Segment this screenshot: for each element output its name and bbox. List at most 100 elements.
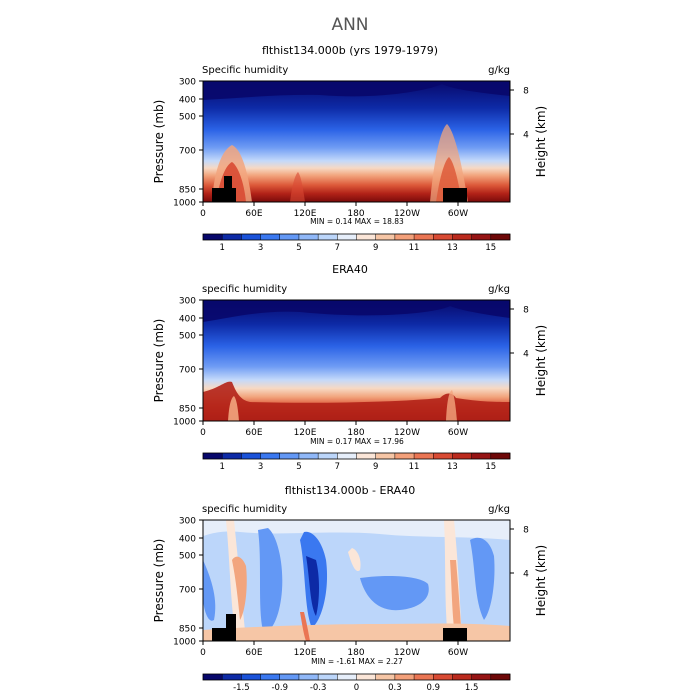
colorbar-label: 13 [447,462,458,472]
y-axis-title: Pressure (mb) [152,319,166,403]
colorbar-label: 9 [373,243,378,253]
y-axis-title: Pressure (mb) [152,100,166,184]
y2-tick-label: 8 [523,526,529,536]
y-tick-label: 500 [179,113,196,123]
y2-axis-title: Height (km) [534,545,548,616]
figure-title: ANN [331,15,368,35]
colorbar-swatch [260,674,281,680]
colorbar-swatch [222,453,242,459]
y-tick-label: 400 [179,315,196,325]
colorbar-swatch [490,674,511,680]
y-tick-label: 1000 [173,418,196,428]
x-tick-label: 60W [448,209,468,219]
colorbar-swatch [394,674,415,680]
colorbar-swatch [394,234,415,240]
colorbar-label: 5 [296,462,301,472]
colorbar-swatch [279,453,300,459]
colorbar-swatch [356,234,376,240]
y2-tick-label: 4 [523,570,529,580]
colorbar-swatch [414,674,434,680]
colorbar-swatch [260,453,281,459]
y-tick-label: 700 [179,366,196,376]
colorbar-swatch [337,674,357,680]
x-tick-label: 0 [200,648,206,658]
field-label: specific humidity [202,504,287,515]
y2-tick-label: 8 [523,306,529,316]
x-tick-label: 60E [245,428,262,438]
colorbar-label: -0.3 [310,683,327,693]
colorbar-swatch [260,234,281,240]
colorbar-label: 5 [296,243,301,253]
min-max-stats: MIN = 0.17 MAX = 17.96 [310,437,404,446]
x-tick-label: 180 [347,209,364,219]
y-tick-label: 700 [179,147,196,157]
colorbar-swatch [490,234,511,240]
x-tick-label: 120E [294,209,317,219]
colorbar-label: 1.5 [465,683,479,693]
colorbar-swatch [203,234,223,240]
colorbar-swatch [433,234,453,240]
colorbar-swatch [375,453,396,459]
colorbar-label: 3 [258,462,263,472]
contour-field [203,81,510,202]
y-tick-label: 700 [179,586,196,596]
y-tick-label: 400 [179,535,196,545]
colorbar-swatch [318,674,338,680]
units-label: g/kg [488,284,510,295]
colorbar-swatch [433,674,453,680]
colorbar-label: 11 [409,243,420,253]
colorbar-swatch [337,234,357,240]
y2-axis-title: Height (km) [534,325,548,396]
y-tick-label: 500 [179,332,196,342]
colorbar-swatch [490,453,511,459]
units-label: g/kg [488,65,510,76]
x-tick-label: 120W [394,648,420,658]
colorbar-swatch [298,453,319,459]
colorbar-swatch [375,674,396,680]
x-tick-label: 120E [294,428,317,438]
colorbar-swatch [471,234,492,240]
x-tick-label: 180 [347,648,364,658]
colorbar-label: -1.5 [233,683,250,693]
colorbar-swatch [298,674,319,680]
colorbar-label: -0.9 [271,683,288,693]
colorbar-label: 15 [485,462,496,472]
y-tick-label: 500 [179,552,196,562]
y-tick-label: 850 [179,405,196,415]
colorbar-swatch [414,453,434,459]
colorbar-swatch [318,453,338,459]
y2-tick-label: 4 [523,350,529,360]
colorbar-swatch [279,234,300,240]
y-tick-label: 300 [179,297,196,307]
panel-model: flthist134.000b (yrs 1979-1979) Specific… [202,44,511,203]
panel-title: ERA40 [332,263,368,276]
x-tick-label: 60E [245,648,262,658]
colorbar-swatch [222,234,242,240]
colorbar-label: 11 [409,462,420,472]
colorbar-swatch [471,453,492,459]
colorbar-swatch [375,234,396,240]
x-tick-label: 120E [294,648,317,658]
panel-title: flthist134.000b (yrs 1979-1979) [262,44,438,57]
x-tick-label: 180 [347,428,364,438]
colorbar-swatch [241,453,261,459]
x-tick-label: 120W [394,428,420,438]
colorbar-swatch [356,674,376,680]
colorbar-swatch [356,453,376,459]
colorbar-swatch [279,674,300,680]
colorbar-label: 3 [258,243,263,253]
colorbar-label: 0 [354,683,359,693]
x-tick-label: 60E [245,209,262,219]
field-label: Specific humidity [202,65,288,76]
topography-mask [212,176,467,202]
y-tick-label: 1000 [173,638,196,648]
panel-title: flthist134.000b - ERA40 [285,484,415,497]
y2-tick-label: 4 [523,131,529,141]
colorbar-swatch [414,234,434,240]
panel-difference: flthist134.000b - ERA40 specific humidit… [202,484,511,642]
colorbar-label: 0.9 [426,683,440,693]
y-tick-label: 1000 [173,199,196,209]
y-tick-label: 300 [179,517,196,527]
